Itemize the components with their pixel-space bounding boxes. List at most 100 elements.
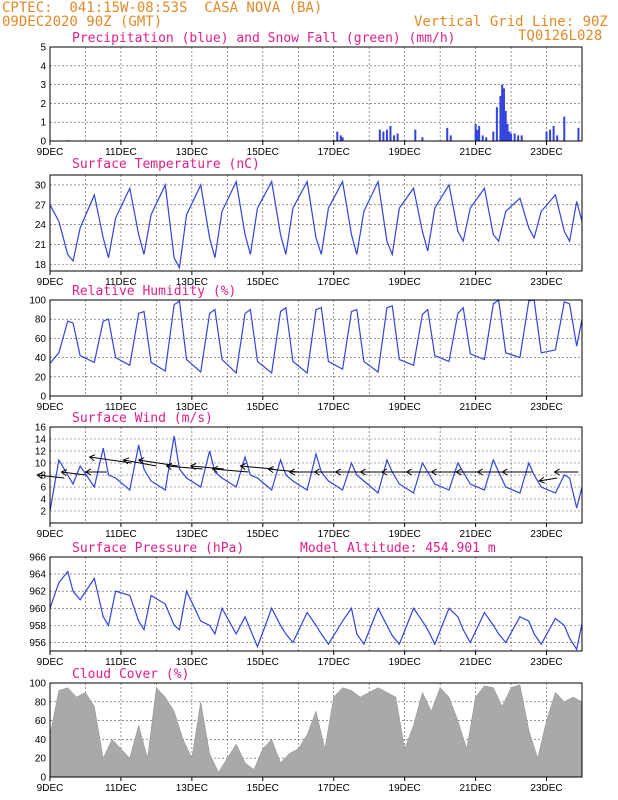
x-tick-label: 13DEC [176,402,208,413]
y-tick-label: 20 [35,754,47,765]
wind-vector [212,468,249,473]
x-tick-label: 21DEC [459,657,491,668]
x-tick-label: 21DEC [459,783,491,794]
precip-bar [446,127,449,141]
model-altitude-label: Model Altitude: 454.901 m [300,541,496,556]
wind-arrowhead [455,468,462,476]
wind-arrowhead [211,465,219,473]
y-tick-label: 2 [40,507,46,518]
x-tick-label: 9DEC [37,277,64,288]
wind-arrowhead [239,462,247,470]
wind-vector [190,465,224,470]
panel-title: Surface Wind (m/s) [72,411,213,426]
x-tick-label: 15DEC [247,277,279,288]
precip-bar [517,135,520,141]
wind-arrowhead [36,472,43,480]
x-tick-label: 15DEC [247,147,279,158]
panel-title: Precipitation (blue) and Snow Fall (gree… [72,31,456,46]
y-tick-label: 14 [35,435,47,446]
precip-bar [492,131,495,141]
panel-4: 956 958 960 962 964 966 9DEC 11DEC 13DEC 15DEC 17D… [29,541,583,668]
x-tick-label: 23DEC [530,657,562,668]
wind-vector [61,471,86,476]
x-tick-label: 19DEC [389,277,421,288]
plot-frame [49,299,583,397]
wind-arrowhead [313,468,320,476]
wind-arrowhead [88,454,96,462]
x-tick-label: 11DEC [105,402,137,413]
x-tick-label: 19DEC [389,783,421,794]
y-tick-label: 10 [35,459,47,470]
x-tick-label: 9DEC [37,402,64,413]
x-tick-label: 11DEC [105,147,137,158]
x-tick-label: 23DEC [530,147,562,158]
x-tick-label: 13DEC [176,783,208,794]
y-tick-label: 18 [35,260,47,271]
precip-bar [396,133,399,141]
panel-title: Cloud Cover (%) [72,667,189,682]
wind-vector [138,459,178,467]
y-tick-label: 12 [35,447,47,458]
y-tick-label: 960 [29,604,46,615]
x-tick-label: 23DEC [530,529,562,540]
precip-bar [474,124,477,141]
y-tick-label: 962 [29,587,46,598]
wind-arrowhead [122,457,130,465]
y-tick-label: 40 [35,735,47,746]
x-tick-label: 15DEC [247,529,279,540]
y-tick-label: 4 [40,495,46,506]
x-tick-label: 21DEC [459,277,491,288]
y-tick-label: 40 [35,353,47,364]
precip-bar [495,107,498,141]
precip-bar [508,131,511,141]
plot-frame [49,426,583,524]
precip-bar [552,125,555,141]
y-tick-label: 958 [29,621,46,632]
wind-arrowhead [538,476,545,484]
x-tick-label: 17DEC [318,783,350,794]
panel-1: 18 21 24 27 30 9DEC 11DEC 13DEC 15DEC 17DEC 19DEC 2… [35,157,583,288]
wind-vector [37,474,65,479]
precip-bar [449,135,452,141]
precip-bar [545,131,548,141]
precip-bar [499,95,502,141]
precip-bar [378,129,381,141]
wind-arrowhead [405,468,412,476]
wind-arrowhead [380,468,388,476]
wind-arrowhead [165,462,173,470]
precip-bar [385,129,388,141]
x-tick-label: 13DEC [176,277,208,288]
wind-arrowhead [359,468,366,476]
panel-title: Surface Pressure (hPa) [72,541,244,556]
y-tick-label: 80 [35,315,47,326]
x-tick-label: 23DEC [530,277,562,288]
precip-bar [382,131,385,141]
x-tick-label: 13DEC [176,529,208,540]
precip-bar [520,135,523,141]
y-tick-label: 20 [35,372,47,383]
header-station: CPTEC: 041:15W-08:53S CASA NOVA (BA) [2,0,323,16]
x-tick-label: 19DEC [389,529,421,540]
wind-arrowhead [267,465,274,473]
panel-2: 0 20 40 60 80 100 9DEC 11DEC 13DEC 15DEC 17DEC 19DE… [29,284,583,413]
x-tick-label: 9DEC [37,783,64,794]
precip-bar [501,84,504,141]
precip-bar [502,88,505,141]
x-tick-label: 23DEC [530,783,562,794]
precip-bar [549,129,552,141]
wind-vector [539,477,558,482]
wind-arrowhead [476,468,483,476]
series-line [49,570,583,651]
wind-arrowhead [501,468,508,476]
x-tick-label: 13DEC [176,147,208,158]
series-line [49,435,583,512]
precip-bar [504,110,507,141]
wind-arrowhead [84,468,92,476]
x-tick-label: 17DEC [318,657,350,668]
y-tick-label: 60 [35,716,47,727]
x-tick-label: 15DEC [247,783,279,794]
precip-bar [510,133,513,141]
precip-bar [563,116,566,141]
wind-vector [166,465,203,470]
y-tick-label: 60 [35,334,47,345]
